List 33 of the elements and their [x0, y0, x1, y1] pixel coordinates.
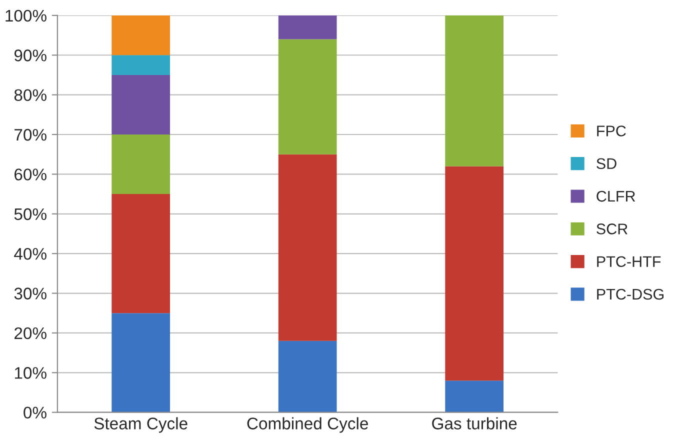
bar — [278, 340, 337, 412]
y-tick-label: 90% — [14, 50, 46, 62]
legend-label: SCR — [596, 224, 628, 234]
y-tick-label: 50% — [14, 208, 46, 220]
bar — [445, 166, 504, 381]
bar — [278, 39, 337, 154]
y-tick-label: 0% — [24, 406, 46, 419]
x-tick-label: Combined Cycle — [247, 417, 368, 433]
bar — [112, 15, 170, 56]
legend-label: SD — [596, 158, 616, 170]
y-tick-label: 70% — [14, 128, 46, 141]
legend-label: PTC-DSG — [597, 288, 664, 300]
bar — [278, 154, 337, 341]
y-tick-label: 40% — [14, 248, 46, 260]
legend-label: FPC — [597, 126, 626, 136]
y-tick-label: 60% — [14, 168, 46, 180]
y-tick-label: 30% — [14, 288, 46, 300]
y-tick-label: 10% — [14, 367, 46, 379]
bar — [445, 380, 504, 412]
y-tick-label: 80% — [14, 89, 46, 102]
bar — [112, 313, 170, 412]
bar — [112, 134, 170, 194]
bar — [112, 194, 170, 314]
legend-label: PTC-HTF — [597, 256, 661, 268]
x-tick-label: Steam Cycle — [94, 417, 188, 433]
legend-label: CLFR — [596, 190, 636, 202]
x-tick-label: Gas turbine — [432, 417, 517, 430]
bar — [278, 15, 337, 40]
bar — [112, 55, 170, 75]
bar — [112, 74, 170, 135]
bar — [445, 15, 504, 166]
y-tick-label: 20% — [14, 327, 46, 340]
y-tick-label: 100% — [6, 10, 46, 22]
